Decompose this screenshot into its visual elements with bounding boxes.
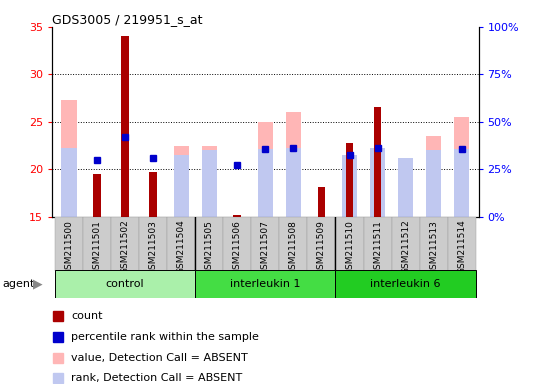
Text: GSM211504: GSM211504	[177, 220, 186, 275]
Bar	[139, 217, 167, 271]
Bar	[373, 107, 382, 217]
Bar	[93, 174, 101, 217]
Text: GSM211508: GSM211508	[289, 220, 298, 275]
Bar	[251, 217, 279, 271]
Bar	[285, 113, 301, 217]
Text: GSM211503: GSM211503	[148, 220, 158, 275]
Bar	[345, 143, 354, 217]
Bar	[336, 217, 364, 271]
Bar	[342, 155, 357, 217]
Text: GSM211505: GSM211505	[205, 220, 214, 275]
Bar	[426, 136, 441, 217]
Bar	[223, 217, 251, 271]
Text: agent: agent	[3, 279, 35, 289]
Text: GSM211513: GSM211513	[429, 220, 438, 275]
Bar	[257, 122, 273, 217]
Text: GSM211501: GSM211501	[92, 220, 102, 275]
Text: value, Detection Call = ABSENT: value, Detection Call = ABSENT	[72, 353, 248, 362]
Bar	[398, 167, 413, 217]
Bar	[62, 147, 77, 217]
Bar	[336, 270, 476, 298]
Text: GSM211502: GSM211502	[120, 220, 130, 275]
Text: interleukin 1: interleukin 1	[230, 279, 301, 289]
Bar	[62, 100, 77, 217]
Bar	[398, 158, 413, 217]
Bar	[121, 36, 129, 217]
Bar	[149, 172, 157, 217]
Bar	[111, 217, 139, 271]
Bar	[174, 146, 189, 217]
Bar	[448, 217, 476, 271]
Text: GSM211507: GSM211507	[261, 220, 270, 275]
Text: percentile rank within the sample: percentile rank within the sample	[72, 332, 259, 342]
Bar	[392, 217, 420, 271]
Text: rank, Detection Call = ABSENT: rank, Detection Call = ABSENT	[72, 373, 243, 383]
Bar	[454, 149, 469, 217]
Text: interleukin 6: interleukin 6	[370, 279, 441, 289]
Text: ▶: ▶	[33, 277, 43, 290]
Bar	[55, 270, 195, 298]
Bar	[257, 149, 273, 217]
Bar	[202, 151, 217, 217]
Text: GSM211512: GSM211512	[401, 220, 410, 275]
Bar	[83, 217, 111, 271]
Bar	[317, 187, 326, 217]
Text: control: control	[106, 279, 145, 289]
Text: GSM211500: GSM211500	[64, 220, 74, 275]
Bar	[233, 215, 241, 217]
Bar	[454, 117, 469, 217]
Text: GSM211514: GSM211514	[457, 220, 466, 275]
Bar	[370, 147, 385, 217]
Text: GDS3005 / 219951_s_at: GDS3005 / 219951_s_at	[52, 13, 203, 26]
Bar	[174, 155, 189, 217]
Bar	[202, 146, 217, 217]
Bar	[420, 217, 448, 271]
Bar	[307, 217, 336, 271]
Bar	[167, 217, 195, 271]
Bar	[364, 217, 392, 271]
Bar	[195, 217, 223, 271]
Text: GSM211506: GSM211506	[233, 220, 242, 275]
Text: GSM211511: GSM211511	[373, 220, 382, 275]
Bar	[195, 270, 336, 298]
Bar	[285, 147, 301, 217]
Text: GSM211509: GSM211509	[317, 220, 326, 275]
Text: count: count	[72, 311, 103, 321]
Bar	[426, 151, 441, 217]
Bar	[279, 217, 307, 271]
Bar	[55, 217, 83, 271]
Text: GSM211510: GSM211510	[345, 220, 354, 275]
